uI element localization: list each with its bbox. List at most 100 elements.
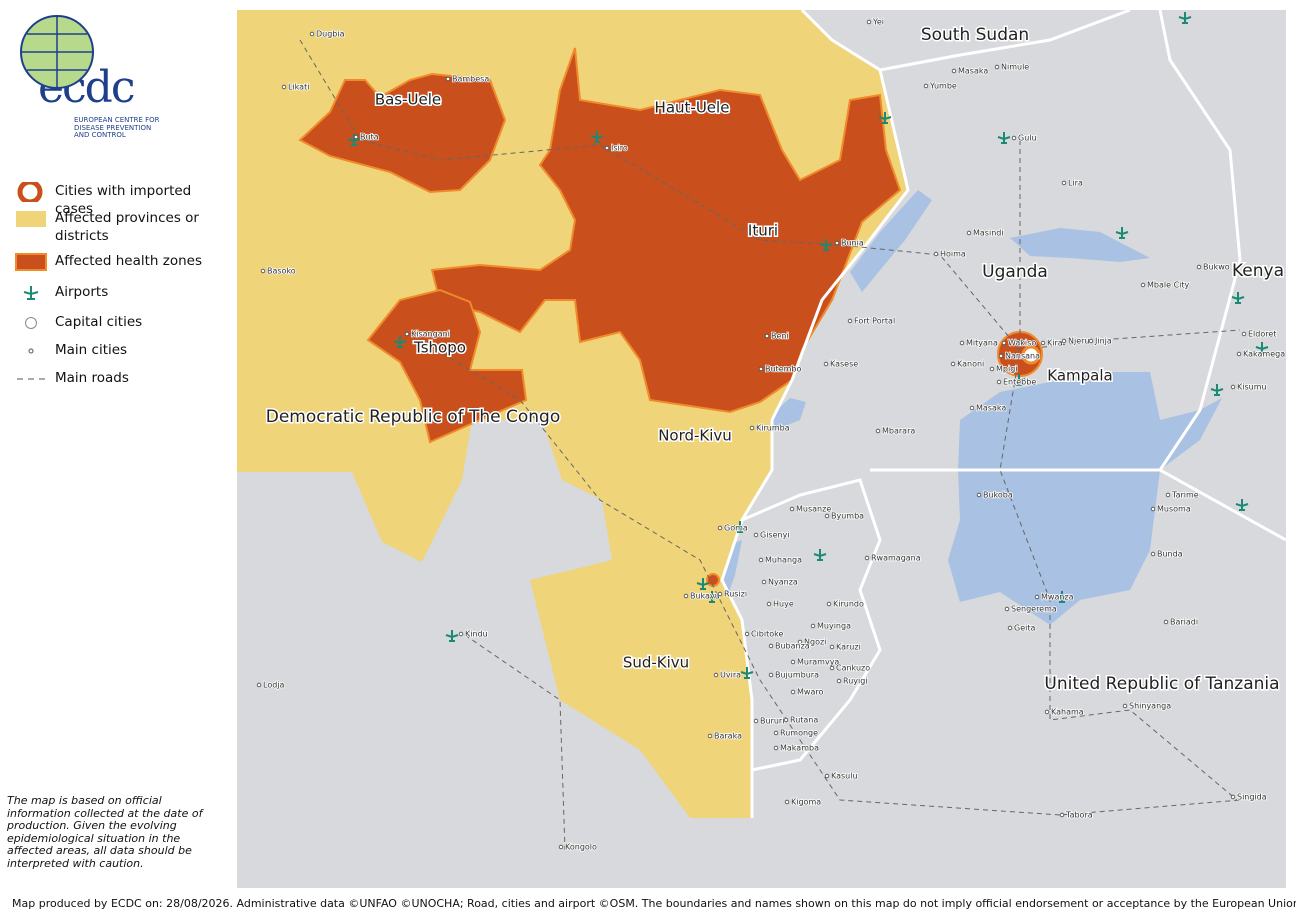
city-dot bbox=[768, 643, 774, 649]
city-label: Muramvya bbox=[797, 658, 839, 667]
city-label: Yumbe bbox=[929, 82, 957, 91]
city-label: Bukwo bbox=[1203, 263, 1230, 272]
city-dot bbox=[773, 730, 779, 736]
city-dot bbox=[683, 593, 689, 599]
health-zones bbox=[298, 47, 1043, 587]
city-label: Byumba bbox=[831, 512, 864, 521]
city-label: Kindu bbox=[465, 630, 488, 639]
city-label: Butembo bbox=[765, 365, 801, 374]
province-label: Haut-Uele bbox=[655, 99, 730, 117]
city-dot bbox=[758, 557, 764, 563]
city-dot bbox=[256, 682, 262, 688]
city-dot bbox=[989, 366, 995, 372]
city-label: Mwaro bbox=[797, 688, 823, 697]
city-dot bbox=[834, 240, 840, 246]
airport bbox=[733, 521, 747, 533]
airport bbox=[1012, 374, 1026, 386]
city-dot bbox=[875, 428, 881, 434]
city-dot bbox=[604, 145, 610, 151]
airport bbox=[445, 630, 459, 642]
legend-label: Main roads bbox=[55, 370, 129, 386]
legend-label: Affected health zones bbox=[55, 253, 202, 269]
city-dot bbox=[847, 318, 853, 324]
city-dot bbox=[966, 230, 972, 236]
city-label: Mbale City bbox=[1147, 281, 1190, 290]
city-label: Beni bbox=[771, 332, 789, 341]
airport bbox=[393, 336, 407, 348]
city-label: Cibitoke bbox=[751, 630, 783, 639]
city-label: Rwamagana bbox=[871, 554, 921, 563]
city-dot bbox=[1007, 625, 1013, 631]
city-label: Bururi bbox=[760, 717, 784, 726]
city-dot bbox=[933, 251, 939, 257]
city-dot bbox=[829, 644, 835, 650]
city-dot bbox=[1011, 135, 1017, 141]
city-dot bbox=[790, 689, 796, 695]
city-dot bbox=[950, 361, 956, 367]
airport bbox=[590, 131, 604, 143]
airport bbox=[705, 591, 719, 603]
city-label: Tarime bbox=[1171, 491, 1199, 500]
province-label: Tshopo bbox=[413, 339, 466, 357]
city-label: Buta bbox=[360, 133, 379, 142]
city-label: Kirundo bbox=[833, 600, 864, 609]
city-dot bbox=[784, 799, 790, 805]
city-dot bbox=[824, 773, 830, 779]
city-label: Kanoni bbox=[957, 360, 984, 369]
city-label: Likati bbox=[288, 83, 309, 92]
city-label: Rusizi bbox=[724, 590, 747, 599]
city-dot bbox=[353, 134, 359, 140]
city-dot bbox=[1088, 338, 1094, 344]
country-label: Democratic Republic of The Congo bbox=[266, 407, 561, 427]
airport bbox=[1178, 12, 1192, 24]
city-dot bbox=[864, 555, 870, 561]
legend-symbol bbox=[17, 378, 45, 380]
city-dot bbox=[1163, 619, 1169, 625]
city-label: Jinja bbox=[1094, 337, 1112, 346]
city-label: Entebbe bbox=[1003, 378, 1036, 387]
city-label: Cankuzo bbox=[836, 664, 870, 673]
city-label: Ruyigi bbox=[843, 677, 868, 686]
city-label: Bukavu bbox=[690, 592, 720, 601]
city-label: Kisumu bbox=[1237, 383, 1267, 392]
city-dot bbox=[768, 672, 774, 678]
city-dot bbox=[836, 678, 842, 684]
city-dot bbox=[797, 639, 803, 645]
city-dot bbox=[829, 665, 835, 671]
legend-symbol bbox=[15, 253, 47, 271]
city-label: Masaka bbox=[958, 67, 988, 76]
city-dot bbox=[260, 268, 266, 274]
footer: Map produced by ECDC on: 28/08/2026. Adm… bbox=[12, 897, 1296, 910]
city-label: Gisenyi bbox=[760, 531, 790, 540]
legend-label: Cities with imported cases bbox=[55, 183, 192, 217]
city-dot bbox=[707, 733, 713, 739]
city-label: Muhanga bbox=[765, 556, 802, 565]
city-label: Isiro bbox=[611, 144, 628, 153]
city-label: Mpigi bbox=[996, 365, 1018, 374]
city-dot bbox=[753, 718, 759, 724]
city-dot bbox=[996, 379, 1002, 385]
city-dot bbox=[951, 68, 957, 74]
city-dot bbox=[826, 601, 832, 607]
city-label: Nansana bbox=[1005, 352, 1040, 361]
province-label: Sud-Kivu bbox=[623, 654, 689, 672]
province-label: Bas-Uele bbox=[375, 91, 441, 109]
city-label: Bujumbura bbox=[775, 671, 819, 680]
country-label: United Republic of Tanzania bbox=[1044, 674, 1279, 694]
city-dot bbox=[1061, 180, 1067, 186]
city-label: Kigoma bbox=[791, 798, 821, 807]
city-label: Makamba bbox=[780, 744, 819, 753]
city-label: Huye bbox=[773, 600, 794, 609]
city-label: Sengerema bbox=[1011, 605, 1057, 614]
city-label: Kakamega bbox=[1243, 350, 1285, 359]
city-dot bbox=[1034, 594, 1040, 600]
city-label: Rutana bbox=[790, 716, 818, 725]
city-label: Nyanza bbox=[768, 578, 798, 587]
city-label: Lira bbox=[1068, 179, 1083, 188]
city-dot bbox=[783, 717, 789, 723]
city-label: Ngozi bbox=[804, 638, 826, 647]
city-dot bbox=[404, 331, 410, 337]
city-dot bbox=[998, 353, 1004, 359]
airport bbox=[1255, 342, 1269, 354]
city-label: Singida bbox=[1237, 793, 1267, 802]
